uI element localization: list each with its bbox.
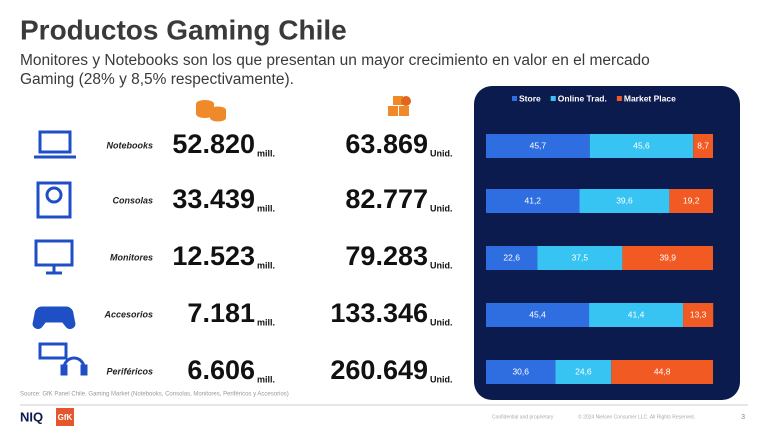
source: Source: GfK Panel Chile. Gaming Market (… xyxy=(20,392,289,398)
logo-gfk: GfK xyxy=(58,413,73,422)
units-amount: 260.649 xyxy=(330,355,428,385)
bar-value-label: 37,5 xyxy=(572,252,589,262)
units-amount: 133.346 xyxy=(330,298,428,328)
bar-segment xyxy=(669,189,713,213)
bar-segment xyxy=(486,246,538,270)
bar-value-label: 24,6 xyxy=(575,366,592,376)
value-unit: mill. xyxy=(257,374,275,384)
bar-segment xyxy=(486,360,556,384)
units-unit: Unid. xyxy=(430,203,453,213)
row-icons xyxy=(32,130,88,376)
value-unit: mill. xyxy=(257,148,275,158)
bar-value-label: 39,9 xyxy=(659,252,676,262)
page-number: 3 xyxy=(741,414,745,421)
units-unit: Unid. xyxy=(430,317,453,327)
logo-niq: NIQ xyxy=(20,409,43,424)
bar-value-label: 39,6 xyxy=(616,195,633,205)
subtitle: Gaming (28% y 8,5% respectivamente). xyxy=(20,71,294,88)
legend-label: Online Trad. xyxy=(558,93,607,103)
chart-panel xyxy=(474,86,740,400)
units-unit: Unid. xyxy=(430,260,453,270)
units-unit: Unid. xyxy=(430,148,453,158)
bar-value-label: 45,7 xyxy=(530,140,547,150)
boxes-icon xyxy=(388,96,411,116)
value-amount: 7.181 xyxy=(187,298,255,328)
bar-value-label: 13,3 xyxy=(690,309,707,319)
value-amount: 12.523 xyxy=(172,241,255,271)
bar-value-label: 22,6 xyxy=(503,252,520,262)
copyright: © 2024 Nielsen Consumer LLC. All Rights … xyxy=(578,413,695,420)
bar-segment xyxy=(683,303,714,327)
bar-value-label: 45,4 xyxy=(529,309,546,319)
bar-segment xyxy=(486,303,590,327)
bar-segment xyxy=(486,134,590,158)
category-label: Periféricos xyxy=(106,366,153,376)
bar-segment xyxy=(579,189,670,213)
bar-value-label: 19,2 xyxy=(683,195,700,205)
bar-segment xyxy=(589,134,694,158)
logo-gfk-box xyxy=(56,408,74,426)
coins-icon xyxy=(196,100,226,122)
value-amount: 6.606 xyxy=(187,355,255,385)
category-label: Accesorios xyxy=(103,309,153,319)
bar-value-label: 41,4 xyxy=(628,309,645,319)
value-unit: mill. xyxy=(257,260,275,270)
category-label: Notebooks xyxy=(106,140,153,150)
value-amount: 52.820 xyxy=(172,129,255,159)
bar-value-label: 41,2 xyxy=(524,195,541,205)
bar-segment xyxy=(486,189,580,213)
bar-value-label: 44,8 xyxy=(654,366,671,376)
bar-segment xyxy=(555,360,612,384)
legend-label: Store xyxy=(519,93,541,103)
units-unit: Unid. xyxy=(430,374,453,384)
confidential: Confidential and proprietary xyxy=(492,414,554,420)
legend-label: Market Place xyxy=(624,93,676,103)
bar-segment xyxy=(589,303,684,327)
category-label: Consolas xyxy=(112,195,153,205)
value-unit: mill. xyxy=(257,203,275,213)
units-amount: 63.869 xyxy=(345,129,428,159)
bar-value-label: 45,6 xyxy=(633,140,650,150)
units-amount: 79.283 xyxy=(345,241,428,271)
bar-value-label: 30,6 xyxy=(512,366,529,376)
legend-swatch xyxy=(512,96,517,101)
bar-segment xyxy=(622,246,713,270)
bar-segment xyxy=(611,360,713,384)
subtitle: Monitores y Notebooks son los que presen… xyxy=(20,52,650,69)
title: Productos Gaming Chile xyxy=(20,14,347,45)
legend-swatch xyxy=(616,96,622,101)
legend-swatch xyxy=(550,96,556,101)
value-amount: 33.439 xyxy=(172,184,255,214)
bar-value-label: 8,7 xyxy=(697,140,709,150)
bar-segment xyxy=(537,246,623,270)
units-amount: 82.777 xyxy=(345,184,428,214)
value-unit: mill. xyxy=(257,317,275,327)
bar-segment xyxy=(693,134,713,158)
category-label: Monitores xyxy=(110,252,153,262)
